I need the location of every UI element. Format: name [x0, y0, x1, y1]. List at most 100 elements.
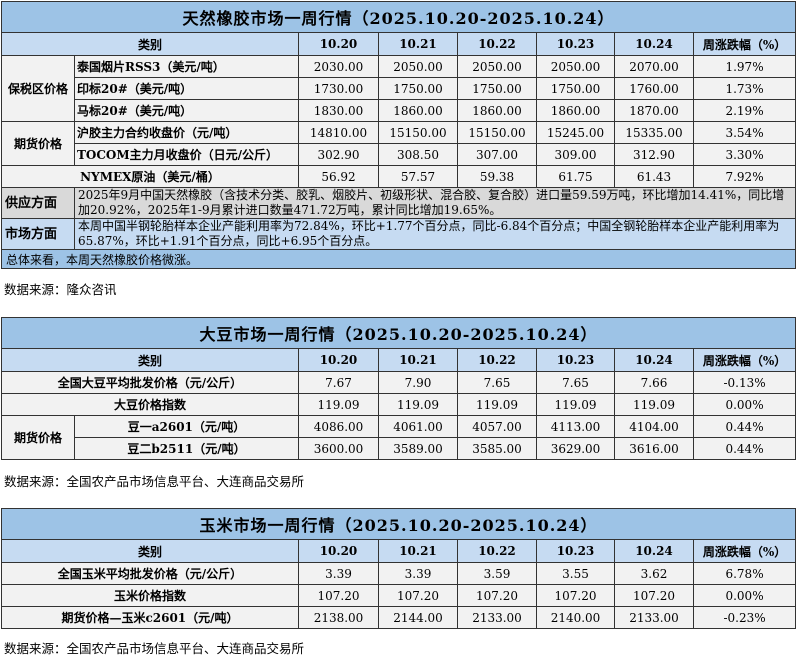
- corn-title: 玉米市场一周行情（2025.10.20-2025.10.24）: [0, 508, 797, 540]
- value-cell: 1860.00: [457, 99, 537, 122]
- value-cell: 1750.00: [457, 77, 537, 100]
- value-cell: 7.90: [378, 371, 458, 394]
- value-cell: 2050.00: [457, 55, 537, 78]
- header-cell: 10.24: [614, 539, 694, 563]
- value-cell: 2133.00: [457, 606, 537, 629]
- rubber-title: 天然橡胶市场一周行情（2025.10.20-2025.10.24）: [0, 1, 797, 33]
- value-cell: 308.50: [378, 143, 458, 166]
- corn-header-row: 类别 10.20 10.21 10.22 10.23 10.24 周涨跌幅（%）: [1, 539, 797, 563]
- value-cell: 119.09: [378, 393, 458, 416]
- value-cell: 1.97%: [692, 55, 797, 78]
- table-row: NYMEX原油（美元/桶） 56.92 57.57 59.38 61.75 61.43 7.…: [1, 165, 797, 188]
- value-cell: 0.00%: [692, 393, 797, 416]
- value-cell: 2133.00: [614, 606, 694, 629]
- supply-label: 供应方面: [1, 187, 75, 219]
- market-label: 市场方面: [1, 218, 75, 250]
- value-cell: -0.13%: [692, 371, 797, 394]
- value-cell: 1860.00: [536, 99, 615, 122]
- value-cell: 0.44%: [692, 437, 797, 460]
- header-cell: 10.20: [298, 348, 379, 372]
- value-cell: 6.78%: [692, 562, 797, 585]
- value-cell: 3.55: [536, 562, 615, 585]
- row-label: 豆二b2511（元/吨）: [74, 437, 299, 460]
- soybean-table: 大豆市场一周行情（2025.10.20-2025.10.24） 类别 10.20 1…: [0, 317, 797, 460]
- header-cell: 10.23: [536, 348, 615, 372]
- corn-table: 玉米市场一周行情（2025.10.20-2025.10.24） 类别 10.20 1…: [0, 508, 797, 629]
- header-cell: 10.21: [378, 539, 458, 563]
- rubber-source: 数据来源：隆众咨讯: [4, 282, 117, 297]
- value-cell: 0.00%: [692, 584, 797, 607]
- rubber-table: 天然橡胶市场一周行情（2025.10.20-2025.10.24） 类别 10.2…: [0, 1, 797, 269]
- value-cell: 2138.00: [298, 606, 379, 629]
- header-cell: 10.20: [298, 32, 379, 56]
- value-cell: 1750.00: [378, 77, 458, 100]
- row-label: 全国玉米平均批发价格（元/公斤）: [1, 562, 299, 585]
- value-cell: 3.39: [378, 562, 458, 585]
- header-cell: 10.23: [536, 539, 615, 563]
- value-cell: -0.23%: [692, 606, 797, 629]
- value-cell: 14810.00: [298, 121, 379, 144]
- soybean-source: 数据来源：全国农产品市场信息平台、大连商品交易所: [4, 474, 305, 489]
- header-cell: 10.22: [457, 348, 537, 372]
- header-category: 类别: [1, 539, 299, 563]
- value-cell: 7.66: [614, 371, 694, 394]
- value-cell: 3.39: [298, 562, 379, 585]
- corn-source: 数据来源：全国农产品市场信息平台、大连商品交易所: [4, 641, 305, 656]
- header-category: 类别: [1, 348, 299, 372]
- value-cell: 107.20: [378, 584, 458, 607]
- value-cell: 15150.00: [457, 121, 537, 144]
- value-cell: 1830.00: [298, 99, 379, 122]
- table-row: 印标20#（美元/吨） 1730.00 1750.00 1750.00 1750.00 1…: [2, 77, 797, 100]
- supply-text: 2025年9月中国天然橡胶（含技术分类、胶乳、烟胶片、初级形状、混合胶、复合胶）…: [73, 187, 797, 219]
- group-label: 期货价格: [1, 121, 75, 166]
- value-cell: 119.09: [614, 393, 694, 416]
- value-cell: 107.20: [298, 584, 379, 607]
- value-cell: 302.90: [298, 143, 379, 166]
- value-cell: 119.09: [298, 393, 379, 416]
- value-cell: 2070.00: [614, 55, 694, 78]
- rubber-header-row: 类别 10.20 10.21 10.22 10.23 10.24 周涨跌幅（%）: [1, 32, 797, 56]
- table-row: 期货价格 沪胶主力合约收盘价（元/吨） 14810.00 15150.00 15150.…: [1, 121, 797, 166]
- value-cell: 3.62: [614, 562, 694, 585]
- value-cell: 3.30%: [692, 143, 797, 166]
- row-label: 玉米价格指数: [1, 584, 299, 607]
- header-cell: 10.22: [457, 539, 537, 563]
- value-cell: 309.00: [536, 143, 615, 166]
- value-cell: 2144.00: [378, 606, 458, 629]
- value-cell: 15150.00: [378, 121, 458, 144]
- value-cell: 3.54%: [692, 121, 797, 144]
- soybean-header-row: 类别 10.20 10.21 10.22 10.23 10.24 周涨跌幅（%）: [1, 348, 797, 372]
- header-category: 类别: [1, 32, 299, 56]
- value-cell: 312.90: [614, 143, 694, 166]
- value-cell: 7.65: [536, 371, 615, 394]
- table-row: 马标20#（美元/吨） 1830.00 1860.00 1860.00 1860.00 1…: [2, 99, 797, 122]
- value-cell: 3.59: [457, 562, 537, 585]
- value-cell: 61.43: [614, 165, 694, 188]
- value-cell: 61.75: [536, 165, 615, 188]
- summary-row: 总体来看，本周天然橡胶价格微涨。: [0, 249, 797, 269]
- value-cell: 7.67: [298, 371, 379, 394]
- summary-text: 总体来看，本周天然橡胶价格微涨。: [0, 249, 797, 269]
- row-label: 全国大豆平均批发价格（元/公斤）: [1, 371, 299, 394]
- header-cell: 周涨跌幅（%）: [692, 32, 797, 56]
- header-cell: 周涨跌幅（%）: [692, 348, 797, 372]
- header-cell: 10.23: [536, 32, 615, 56]
- value-cell: 2050.00: [536, 55, 615, 78]
- row-label: 大豆价格指数: [1, 393, 299, 416]
- value-cell: 7.92%: [692, 165, 797, 188]
- soybean-title: 大豆市场一周行情（2025.10.20-2025.10.24）: [0, 317, 797, 349]
- value-cell: 2050.00: [378, 55, 458, 78]
- table-row: 期货价格—玉米c2601（元/吨） 2138.00 2144.00 2133.00 21…: [1, 606, 797, 629]
- header-cell: 10.24: [614, 348, 694, 372]
- header-cell: 10.21: [378, 348, 458, 372]
- table-row: TOCOM主力月收盘价（日元/公斤） 302.90 308.50 307.00 309.…: [2, 143, 797, 166]
- table-row: 全国玉米平均批发价格（元/公斤） 3.39 3.39 3.59 3.55 3.62 6.78…: [1, 562, 797, 585]
- value-cell: 1860.00: [378, 99, 458, 122]
- market-text: 本周中国半钢轮胎样本企业产能利用率为72.84%，环比+1.77个百分点，同比-…: [73, 218, 797, 250]
- value-cell: 4113.00: [536, 415, 615, 438]
- value-cell: 4057.00: [457, 415, 537, 438]
- value-cell: 57.57: [378, 165, 458, 188]
- value-cell: 7.65: [457, 371, 537, 394]
- table-row: 豆二b2511（元/吨） 3600.00 3589.00 3585.00 3629.00…: [2, 437, 797, 460]
- market-row: 市场方面 本周中国半钢轮胎样本企业产能利用率为72.84%，环比+1.77个百分点…: [1, 218, 797, 250]
